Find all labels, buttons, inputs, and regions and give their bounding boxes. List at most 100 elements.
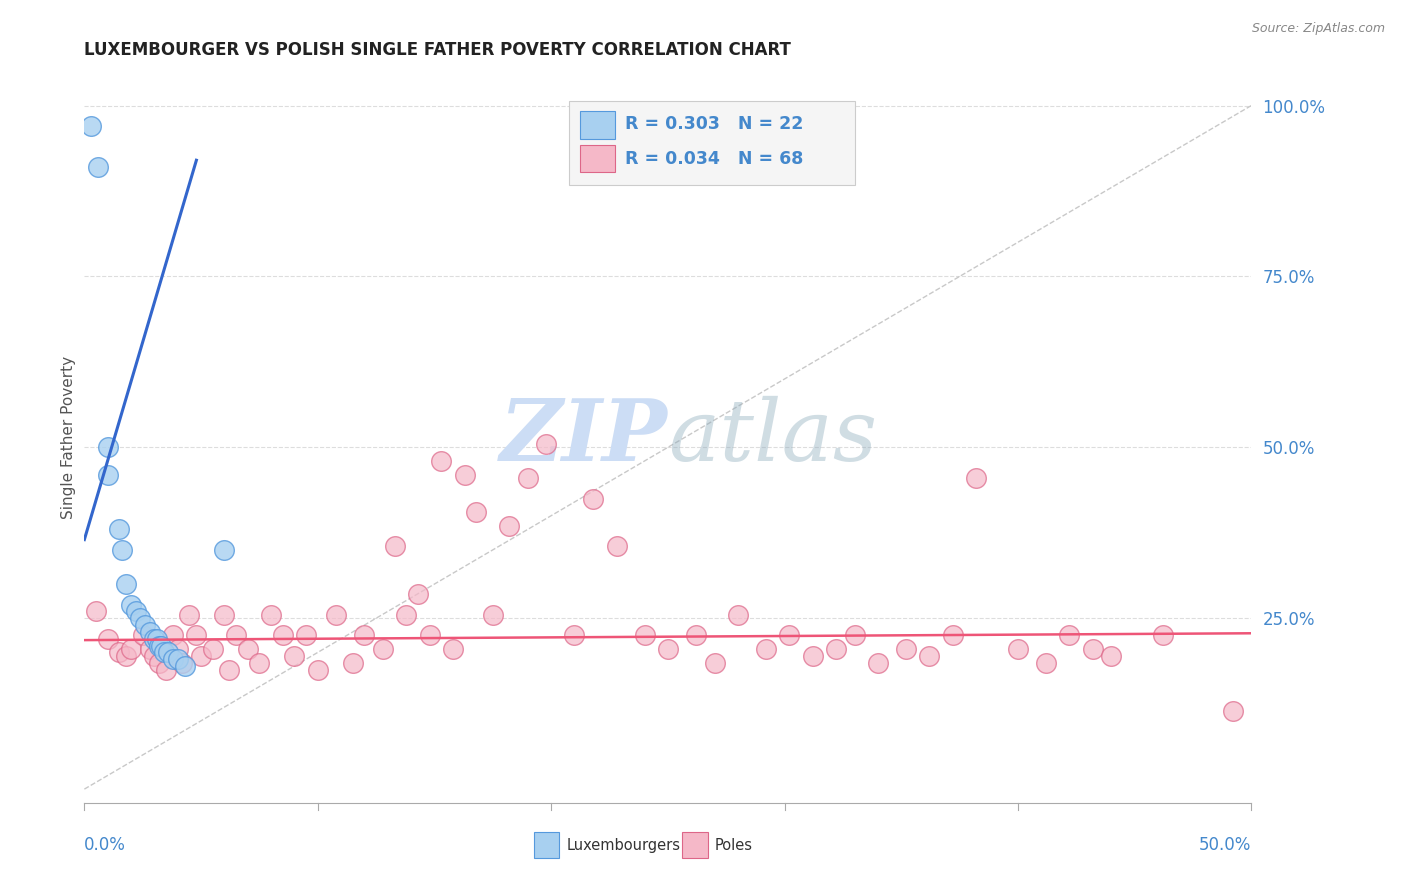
FancyBboxPatch shape xyxy=(568,101,855,185)
Point xyxy=(918,648,941,663)
Point xyxy=(1081,642,1104,657)
Point xyxy=(97,632,120,646)
Point xyxy=(157,645,180,659)
Point xyxy=(342,656,364,670)
Point xyxy=(84,604,107,618)
Point xyxy=(778,628,800,642)
Point xyxy=(825,642,848,657)
Point xyxy=(162,652,184,666)
Point xyxy=(965,471,987,485)
Point xyxy=(120,642,142,657)
Point xyxy=(727,607,749,622)
Text: Poles: Poles xyxy=(714,838,752,853)
Point xyxy=(214,607,236,622)
Point xyxy=(536,437,558,451)
FancyBboxPatch shape xyxy=(581,145,616,172)
FancyBboxPatch shape xyxy=(682,832,707,858)
Point xyxy=(115,648,138,663)
Text: R = 0.034   N = 68: R = 0.034 N = 68 xyxy=(624,150,803,168)
Point xyxy=(260,607,283,622)
FancyBboxPatch shape xyxy=(534,832,560,858)
Point xyxy=(179,607,201,622)
Text: Luxembourgers: Luxembourgers xyxy=(567,838,681,853)
Point xyxy=(465,505,488,519)
Point xyxy=(155,663,177,677)
Point xyxy=(120,598,142,612)
Text: Source: ZipAtlas.com: Source: ZipAtlas.com xyxy=(1251,22,1385,36)
Point xyxy=(481,607,505,622)
Point xyxy=(295,628,318,642)
Point xyxy=(454,467,477,482)
Point xyxy=(1152,628,1174,642)
Point xyxy=(125,604,148,618)
Point xyxy=(115,577,138,591)
Point xyxy=(80,119,103,133)
Text: ZIP: ZIP xyxy=(501,395,668,479)
Point xyxy=(498,519,520,533)
Point xyxy=(87,160,110,174)
Text: 50.0%: 50.0% xyxy=(1199,836,1251,854)
Point xyxy=(419,628,441,642)
Point xyxy=(1222,704,1244,718)
Point xyxy=(283,648,305,663)
Point xyxy=(190,648,212,663)
Point xyxy=(148,639,170,653)
Point xyxy=(564,628,586,642)
Point xyxy=(225,628,247,642)
Point xyxy=(325,607,347,622)
Text: atlas: atlas xyxy=(668,396,877,478)
Text: R = 0.303   N = 22: R = 0.303 N = 22 xyxy=(624,115,803,133)
Point xyxy=(395,607,418,622)
Point xyxy=(172,656,194,670)
Point xyxy=(1099,648,1122,663)
Point xyxy=(108,522,131,536)
Point xyxy=(111,542,134,557)
Point xyxy=(406,587,429,601)
Point xyxy=(1035,656,1057,670)
Point xyxy=(162,628,184,642)
Point xyxy=(97,467,120,482)
FancyBboxPatch shape xyxy=(581,111,616,138)
Point xyxy=(145,632,167,646)
Point xyxy=(97,440,120,454)
Point xyxy=(1059,628,1081,642)
Point xyxy=(201,642,224,657)
Point xyxy=(138,642,160,657)
Point xyxy=(143,648,166,663)
Text: LUXEMBOURGER VS POLISH SINGLE FATHER POVERTY CORRELATION CHART: LUXEMBOURGER VS POLISH SINGLE FATHER POV… xyxy=(84,41,792,59)
Point xyxy=(186,628,208,642)
Point xyxy=(132,628,155,642)
Point xyxy=(1007,642,1029,657)
Point xyxy=(173,659,195,673)
Point xyxy=(703,656,725,670)
Point xyxy=(430,454,453,468)
Point xyxy=(633,628,655,642)
Point xyxy=(166,652,188,666)
Point xyxy=(218,663,240,677)
Point xyxy=(129,611,152,625)
Point xyxy=(516,471,538,485)
Point xyxy=(755,642,778,657)
Point xyxy=(152,645,174,659)
Point xyxy=(942,628,965,642)
Point xyxy=(271,628,294,642)
Point xyxy=(143,632,166,646)
Point xyxy=(166,642,188,657)
Point xyxy=(150,639,173,653)
Point xyxy=(441,642,464,657)
Point xyxy=(384,540,406,554)
Point xyxy=(353,628,375,642)
Text: 0.0%: 0.0% xyxy=(84,836,127,854)
Point xyxy=(236,642,259,657)
Point xyxy=(657,642,679,657)
Point xyxy=(844,628,866,642)
Point xyxy=(894,642,917,657)
Point xyxy=(134,618,156,632)
Point xyxy=(214,542,236,557)
Point xyxy=(685,628,707,642)
Y-axis label: Single Father Poverty: Single Father Poverty xyxy=(60,356,76,518)
Point xyxy=(108,645,131,659)
Point xyxy=(249,656,271,670)
Point xyxy=(371,642,394,657)
Point xyxy=(307,663,329,677)
